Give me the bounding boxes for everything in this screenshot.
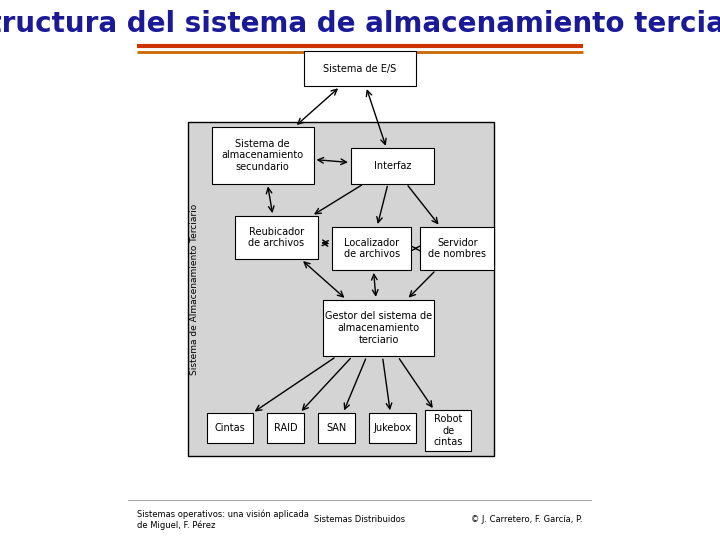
Bar [267,413,305,443]
Bar [305,51,415,86]
Bar [332,227,411,270]
Text: SAN: SAN [327,423,347,433]
Text: Jukebox: Jukebox [374,423,411,433]
Text: RAID: RAID [274,423,297,433]
Text: Interfaz: Interfaz [374,161,411,171]
Text: Sistemas operativos: una visión aplicada
de Miguel, F. Pérez: Sistemas operativos: una visión aplicada… [138,509,310,530]
Bar [189,122,495,456]
Bar [318,413,356,443]
Text: Cintas: Cintas [215,423,246,433]
Bar [369,413,415,443]
Text: Robot
de
cintas: Robot de cintas [433,414,463,447]
Text: Sistema de Almacenamiento Terciario: Sistema de Almacenamiento Terciario [190,203,199,375]
Text: Reubicador
de archivos: Reubicador de archivos [248,227,305,248]
Text: Sistema de
almacenamiento
secundario: Sistema de almacenamiento secundario [222,139,304,172]
Bar [235,216,318,259]
Bar [207,413,253,443]
Text: Localizador
de archivos: Localizador de archivos [343,238,400,259]
Text: Servidor
de nombres: Servidor de nombres [428,238,487,259]
Bar [212,127,314,184]
Bar [420,227,495,270]
Text: Sistemas Distribuidos: Sistemas Distribuidos [315,515,405,524]
Bar [425,410,472,451]
Bar [351,148,434,184]
Text: Sistema de E/S: Sistema de E/S [323,64,397,74]
Text: Gestor del sistema de
almacenamiento
terciario: Gestor del sistema de almacenamiento ter… [325,312,432,345]
Bar [323,300,434,356]
Text: © J. Carretero, F. García, P.: © J. Carretero, F. García, P. [471,515,582,524]
Text: Estructura del sistema de almacenamiento terciario: Estructura del sistema de almacenamiento… [0,10,720,38]
